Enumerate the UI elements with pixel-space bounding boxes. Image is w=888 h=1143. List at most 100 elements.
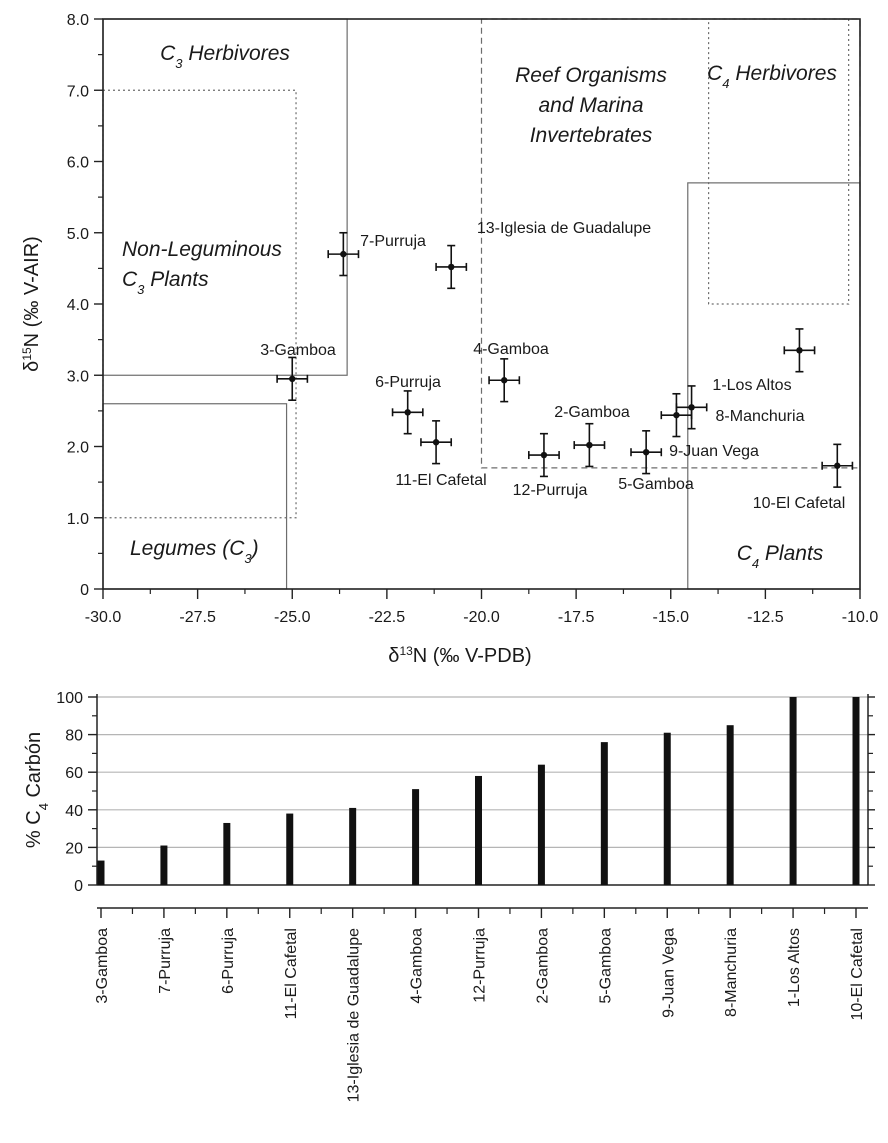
data-marker: [586, 441, 593, 449]
point-label: 4-Gamboa: [473, 341, 549, 358]
y-tick-label: 1.0: [67, 511, 89, 528]
bar-y-tick-label: 20: [65, 840, 83, 857]
region-label-reef-organisms: Reef Organisms: [515, 64, 667, 87]
data-marker: [501, 377, 508, 384]
bar: [600, 742, 608, 885]
data-point: [276, 356, 309, 401]
region-label-non-leguminous-c3-plants: Non-Leguminous: [122, 238, 282, 261]
category-label: 10-El Cafetal: [849, 928, 866, 1021]
bar: [412, 789, 420, 885]
point-label: 6-Purruja: [375, 374, 441, 391]
data-marker: [448, 263, 455, 271]
region-label-c4-plants: C4 Plants: [737, 542, 824, 571]
y-axis-title: δ15N (‰ V-AIR): [20, 236, 43, 372]
data-point: [391, 390, 424, 435]
data-point: [675, 385, 708, 430]
isotope-scatter-plot: C3 Herbivores Non-Leguminous C3 Plants Legu…: [20, 12, 878, 667]
bar-y-tick-label: 40: [65, 803, 83, 820]
bar: [160, 845, 168, 885]
category-label: 12-Purruja: [472, 928, 489, 1003]
bar: [223, 822, 231, 885]
x-tick-label: -20.0: [463, 609, 500, 626]
data-marker: [540, 451, 548, 459]
data-point: [573, 422, 606, 468]
bar-y-tick-label: 0: [74, 878, 83, 895]
scatter-plot-frame: [102, 18, 861, 590]
bar-y-axis-title: % C4 Carbón: [23, 732, 51, 848]
region-c3-herbivores: [102, 18, 348, 376]
data-marker: [834, 462, 841, 469]
bar: [97, 860, 105, 885]
category-label: 6-Purruja: [220, 928, 237, 994]
bar: [852, 697, 860, 885]
point-label: 11-El Cafetal: [395, 472, 486, 489]
x-axis-title: δ13N (‰ V-PDB): [388, 644, 531, 667]
category-label: 5-Gamboa: [597, 928, 614, 1004]
category-label: 7-Purruja: [157, 928, 174, 994]
region-label-c3-herbivores: C3 Herbivores: [160, 42, 290, 71]
category-label: 9-Juan Vega: [660, 928, 677, 1018]
data-marker: [340, 250, 347, 258]
point-label: 10-El Cafetal: [753, 495, 846, 512]
category-label: 2-Gamboa: [534, 928, 551, 1004]
region-label-legumes-c3: Legumes (C3): [130, 537, 259, 566]
data-point: [327, 231, 360, 277]
region-non-leguminous-c3-plants: [102, 89, 297, 519]
x-tick-label: -30.0: [85, 609, 122, 626]
data-point: [488, 358, 521, 403]
point-label: 13-Iglesia de Guadalupe: [477, 220, 651, 237]
data-point: [821, 443, 854, 488]
bar: [475, 775, 482, 885]
point-label: 2-Gamboa: [554, 404, 630, 421]
point-label: 8-Manchuria: [716, 408, 805, 425]
data-marker: [688, 404, 695, 411]
region-label-reef-organisms: and Marina: [538, 94, 643, 117]
bar: [537, 764, 545, 885]
bar: [726, 725, 734, 885]
point-label: 3-Gamboa: [260, 342, 336, 359]
point-label: 7-Purruja: [360, 233, 426, 250]
category-label: 1-Los Altos: [786, 928, 803, 1007]
y-tick-label: 2.0: [67, 440, 89, 457]
y-tick-label: 6.0: [67, 155, 89, 172]
y-tick-label: 3.0: [67, 368, 89, 385]
data-point: [660, 392, 693, 438]
y-tick-label: 7.0: [67, 83, 89, 100]
y-tick-label: 4.0: [67, 297, 89, 314]
data-point: [630, 430, 663, 475]
c4-carbon-bar-chart: 0 20 40 60 80 100 3-Gamboa 7-Purruja 6-Purruja 11…: [23, 690, 875, 1102]
bar-y-tick-label: 100: [56, 690, 83, 707]
data-point: [420, 420, 453, 465]
point-label: 1-Los Altos: [712, 377, 791, 394]
region-label-reef-organisms: Invertebrates: [530, 124, 653, 147]
x-tick-label: -25.0: [274, 609, 311, 626]
data-marker: [642, 449, 650, 456]
category-label: 8-Manchuria: [723, 928, 740, 1017]
bar: [663, 732, 671, 885]
bar: [349, 807, 357, 885]
category-label: 11-El Cafetal: [283, 928, 300, 1019]
data-marker: [432, 439, 440, 446]
x-tick-label: -12.5: [747, 609, 784, 626]
category-label: 4-Gamboa: [409, 928, 426, 1004]
point-label: 12-Purruja: [513, 482, 588, 499]
point-label: 9-Juan Vega: [669, 443, 759, 460]
category-label: 13-Iglesia de Guadalupe: [346, 928, 363, 1102]
bar: [286, 813, 294, 885]
data-marker: [796, 347, 803, 354]
y-tick-label: 8.0: [67, 12, 89, 29]
bar-y-tick-label: 80: [65, 728, 83, 745]
y-tick-label: 0: [80, 582, 89, 599]
data-marker: [404, 409, 411, 416]
x-tick-label: -10.0: [842, 609, 879, 626]
x-tick-label: -15.0: [653, 609, 690, 626]
bar: [789, 697, 797, 885]
region-label-c4-herbivores: C4 Herbivores: [707, 62, 837, 91]
x-tick-label: -17.5: [558, 609, 595, 626]
data-point: [783, 328, 816, 373]
data-point: [435, 244, 468, 290]
data-marker: [289, 375, 296, 383]
x-tick-label: -22.5: [369, 609, 406, 626]
point-label: 5-Gamboa: [618, 476, 694, 493]
